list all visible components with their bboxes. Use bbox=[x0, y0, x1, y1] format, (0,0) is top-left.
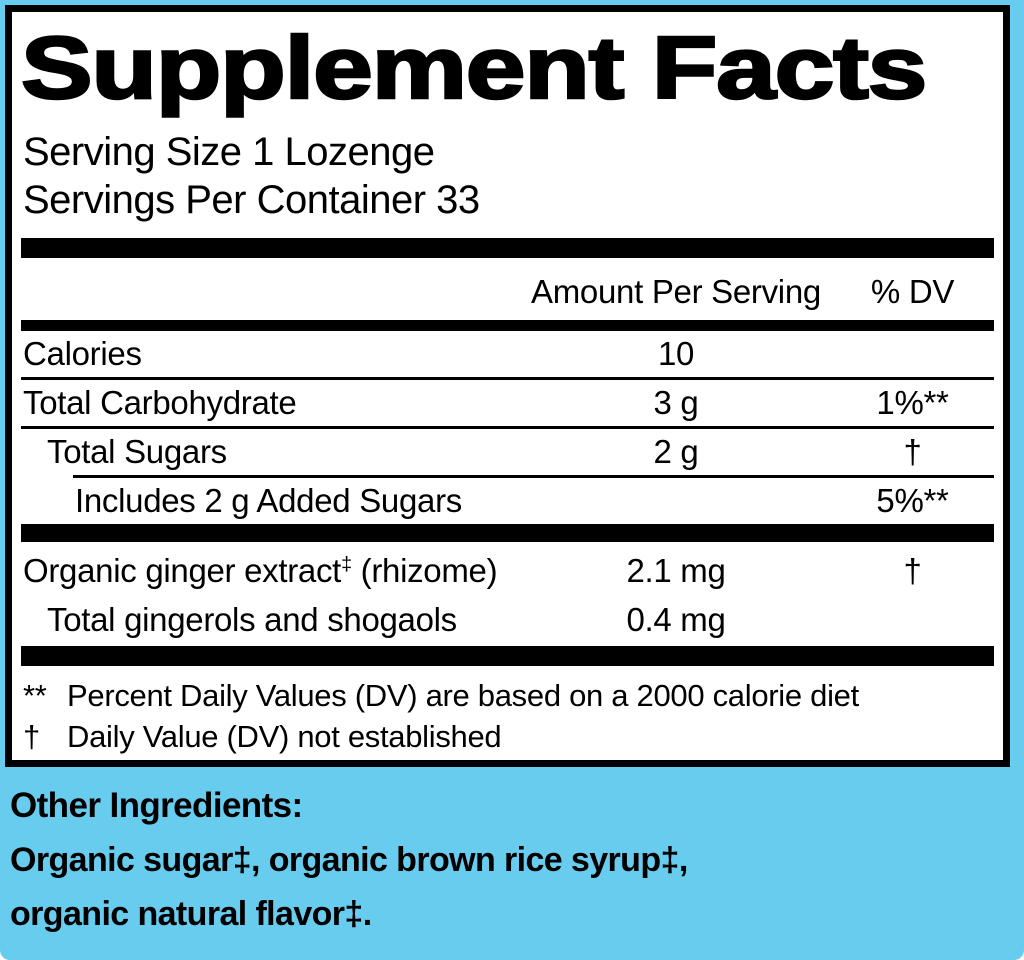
serving-info: Serving Size 1 Lozenge Servings Per Cont… bbox=[21, 128, 994, 226]
other-ingredients-line: Organic sugar‡, organic brown rice syrup… bbox=[10, 841, 688, 879]
double-dagger-marker: ‡ bbox=[341, 553, 352, 576]
ingredient-name-suffix: (rhizome) bbox=[351, 552, 498, 590]
ingredient-name: Total gingerols and shogaols bbox=[47, 601, 457, 639]
other-ingredients-section: Other Ingredients: Organic sugar‡, organ… bbox=[10, 788, 1010, 931]
table-row-calories: Calories 10 bbox=[21, 331, 994, 377]
nutrient-dv: † bbox=[903, 433, 922, 471]
supplement-facts-panel: Supplement Facts Serving Size 1 Lozenge … bbox=[5, 5, 1010, 767]
servings-per-container: Servings Per Container 33 bbox=[23, 178, 480, 223]
row-separator-indented bbox=[73, 475, 994, 479]
footnote-dv-not-established: † Daily Value (DV) not established bbox=[21, 717, 994, 758]
footnote-text: Daily Value (DV) not established bbox=[67, 719, 502, 755]
nutrient-name: Total Carbohydrate bbox=[23, 384, 297, 422]
amount-per-serving-header: Amount Per Serving bbox=[531, 273, 821, 311]
divider-bar-middle bbox=[21, 524, 994, 543]
nutrient-dv: 1%** bbox=[876, 384, 949, 422]
footnotes: ** Percent Daily Values (DV) are based o… bbox=[21, 676, 994, 758]
table-row-added-sugars: Includes 2 g Added Sugars 5%** bbox=[21, 478, 994, 524]
footnote-marker: ** bbox=[23, 678, 47, 714]
footnote-text: Percent Daily Values (DV) are based on a… bbox=[67, 678, 859, 714]
nutrient-name: Total Sugars bbox=[47, 433, 227, 471]
table-row-gingerols: Total gingerols and shogaols 0.4 mg bbox=[21, 600, 994, 646]
nutrient-amount: 10 bbox=[657, 335, 695, 373]
nutrient-amount: 3 g bbox=[653, 384, 699, 422]
ingredient-amount: 0.4 mg bbox=[626, 601, 726, 639]
nutrient-name: Calories bbox=[23, 335, 142, 373]
footnote-percent-dv: ** Percent Daily Values (DV) are based o… bbox=[21, 676, 994, 717]
ingredient-name-text: Organic ginger extract bbox=[23, 552, 342, 590]
row-separator bbox=[21, 426, 994, 430]
divider-bar-header bbox=[21, 320, 994, 332]
ingredient-dv: † bbox=[903, 552, 922, 590]
row-separator bbox=[21, 377, 994, 381]
other-ingredients-heading: Other Ingredients: bbox=[10, 786, 303, 825]
panel-title: Supplement Facts bbox=[19, 18, 928, 117]
serving-size: Serving Size 1 Lozenge bbox=[23, 129, 435, 174]
divider-bar-bottom bbox=[21, 646, 994, 667]
other-ingredients-line: organic natural flavor‡. bbox=[10, 895, 372, 933]
table-row-total-sugars: Total Sugars 2 g † bbox=[21, 429, 994, 475]
table-header-row: Amount Per Serving % DV bbox=[21, 258, 994, 320]
divider-bar-top bbox=[21, 238, 994, 259]
table-row-total-carbohydrate: Total Carbohydrate 3 g 1%** bbox=[21, 380, 994, 426]
nutrient-dv: 5%** bbox=[876, 482, 949, 520]
percent-dv-header: % DV bbox=[870, 273, 955, 311]
table-row-ginger-extract: Organic ginger extract‡ (rhizome) 2.1 mg… bbox=[21, 542, 994, 600]
footnote-marker: † bbox=[23, 719, 40, 755]
ingredient-amount: 2.1 mg bbox=[626, 552, 726, 590]
nutrient-name: Includes 2 g Added Sugars bbox=[75, 482, 462, 520]
ingredient-name: Organic ginger extract‡ (rhizome) bbox=[21, 552, 521, 590]
nutrient-amount: 2 g bbox=[653, 433, 699, 471]
